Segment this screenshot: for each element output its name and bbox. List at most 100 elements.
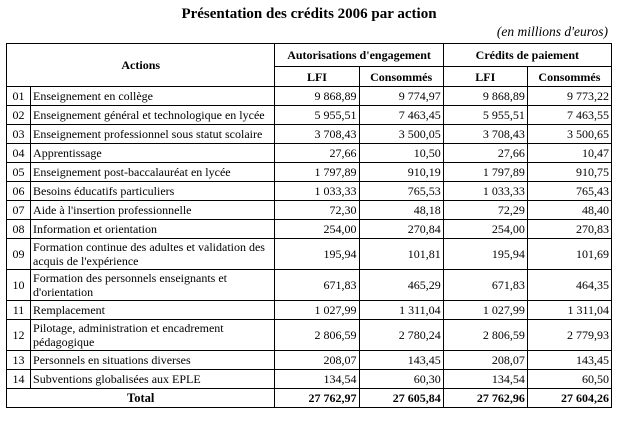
actions-header: Actions [5, 43, 276, 87]
ae-lfi-value: 134,54 [274, 369, 360, 389]
ae-consommes-value: 60,30 [358, 369, 444, 389]
cp-consommes-value: 9 773,22 [526, 86, 613, 106]
units-note: (en millions d'euros) [496, 24, 608, 39]
ae-lfi-value: 1 027,99 [274, 300, 360, 320]
ae-lfi-value: 208,07 [274, 350, 360, 370]
action-number: 03 [5, 124, 32, 144]
cp-consommes-value: 270,83 [526, 219, 613, 239]
table-row: 06 Besoins éducatifs particuliers 1 033,… [5, 181, 613, 201]
ae-consommes-value: 3 500,05 [358, 124, 444, 144]
cp-consommes-value: 143,45 [526, 350, 613, 370]
cp-consommes-value: 60,50 [526, 369, 613, 389]
total-cp-consommes-value: 27 604,26 [526, 388, 613, 408]
table-row: 05 Enseignement post-baccalauréat en lyc… [5, 162, 613, 182]
action-label: Information et orientation [30, 219, 276, 239]
cp-lfi-value: 134,54 [442, 369, 528, 389]
ae-group-header: Autorisations d'engagement [274, 43, 444, 67]
action-number: 13 [5, 350, 32, 370]
total-cp-lfi-value: 27 762,96 [442, 388, 528, 408]
ae-consommes-value: 143,45 [358, 350, 444, 370]
table-row: 03 Enseignement professionnel sous statu… [5, 124, 613, 144]
cp-consommes-header: Consommés [526, 66, 613, 87]
action-label: Pilotage, administration et encadrement … [30, 319, 276, 351]
action-label: Personnels en situations diverses [30, 350, 276, 370]
ae-consommes-value: 7 463,45 [358, 105, 444, 125]
ae-consommes-value: 1 311,04 [358, 300, 444, 320]
action-number: 02 [5, 105, 32, 125]
action-label: Enseignement général et technologique en… [30, 105, 276, 125]
cp-consommes-value: 3 500,65 [526, 124, 613, 144]
ae-lfi-value: 2 806,59 [274, 319, 360, 351]
action-label: Formation des personnels enseignants et … [30, 269, 276, 301]
table-row: 04 Apprentissage 27,66 10,50 27,66 10,47 [5, 143, 613, 163]
cp-consommes-value: 464,35 [526, 269, 613, 301]
ae-consommes-header: Consommés [358, 66, 444, 87]
cp-lfi-value: 195,94 [442, 238, 528, 270]
ae-lfi-value: 1 797,89 [274, 162, 360, 182]
cp-consommes-value: 2 779,93 [526, 319, 613, 351]
ae-consommes-value: 465,29 [358, 269, 444, 301]
cp-lfi-value: 671,83 [442, 269, 528, 301]
ae-consommes-value: 910,19 [358, 162, 444, 182]
page-title: Présentation des crédits 2006 par action [181, 6, 437, 22]
ae-lfi-value: 5 955,51 [274, 105, 360, 125]
cp-consommes-value: 1 311,04 [526, 300, 613, 320]
cp-lfi-value: 1 797,89 [442, 162, 528, 182]
ae-consommes-value: 48,18 [358, 200, 444, 220]
total-ae-consommes-value: 27 605,84 [358, 388, 444, 408]
action-number: 08 [5, 219, 32, 239]
total-row: Total 27 762,97 27 605,84 27 762,96 27 6… [5, 388, 613, 408]
action-label: Enseignement en collège [30, 86, 276, 106]
cp-lfi-value: 5 955,51 [442, 105, 528, 125]
cp-lfi-value: 27,66 [442, 143, 528, 163]
action-label: Aide à l'insertion professionnelle [30, 200, 276, 220]
ae-lfi-header: LFI [274, 66, 360, 87]
table-row: 08 Information et orientation 254,00 270… [5, 219, 613, 239]
table-row: 13 Personnels en situations diverses 208… [5, 350, 613, 370]
ae-consommes-value: 765,53 [358, 181, 444, 201]
ae-lfi-value: 1 033,33 [274, 181, 360, 201]
cp-lfi-value: 254,00 [442, 219, 528, 239]
cp-lfi-value: 1 027,99 [442, 300, 528, 320]
table-row: 09 Formation continue des adultes et val… [5, 238, 613, 270]
cp-consommes-value: 910,75 [526, 162, 613, 182]
ae-lfi-value: 9 868,89 [274, 86, 360, 106]
table-row: 07 Aide à l'insertion professionnelle 72… [5, 200, 613, 220]
total-ae-lfi-value: 27 762,97 [274, 388, 360, 408]
action-number: 12 [5, 319, 32, 351]
ae-lfi-value: 671,83 [274, 269, 360, 301]
ae-consommes-value: 10,50 [358, 143, 444, 163]
action-number: 04 [5, 143, 32, 163]
ae-lfi-value: 254,00 [274, 219, 360, 239]
action-label: Apprentissage [30, 143, 276, 163]
cp-lfi-header: LFI [442, 66, 528, 87]
table-row: 14 Subventions globalisées aux EPLE 134,… [5, 369, 613, 389]
cp-consommes-value: 7 463,55 [526, 105, 613, 125]
cp-consommes-value: 765,43 [526, 181, 613, 201]
table-row: 10 Formation des personnels enseignants … [5, 269, 613, 301]
action-label: Enseignement post-baccalauréat en lycée [30, 162, 276, 182]
table-row: 01 Enseignement en collège 9 868,89 9 77… [5, 86, 613, 106]
cp-lfi-value: 3 708,43 [442, 124, 528, 144]
action-number: 09 [5, 238, 32, 270]
ae-consommes-value: 9 774,97 [358, 86, 444, 106]
ae-consommes-value: 101,81 [358, 238, 444, 270]
ae-lfi-value: 72,30 [274, 200, 360, 220]
action-number: 14 [5, 369, 32, 389]
cp-consommes-value: 48,40 [526, 200, 613, 220]
action-label: Enseignement professionnel sous statut s… [30, 124, 276, 144]
action-number: 05 [5, 162, 32, 182]
action-label: Subventions globalisées aux EPLE [30, 369, 276, 389]
ae-consommes-value: 270,84 [358, 219, 444, 239]
action-label: Remplacement [30, 300, 276, 320]
table-row: 11 Remplacement 1 027,99 1 311,04 1 027,… [5, 300, 613, 320]
ae-lfi-value: 195,94 [274, 238, 360, 270]
credits-table: Actions Autorisations d'engagement Crédi… [5, 43, 613, 408]
action-number: 07 [5, 200, 32, 220]
cp-lfi-value: 2 806,59 [442, 319, 528, 351]
table-row: 12 Pilotage, administration et encadreme… [5, 319, 613, 351]
action-number: 11 [5, 300, 32, 320]
header-row-groups: Actions Autorisations d'engagement Crédi… [5, 43, 613, 87]
cp-lfi-value: 208,07 [442, 350, 528, 370]
